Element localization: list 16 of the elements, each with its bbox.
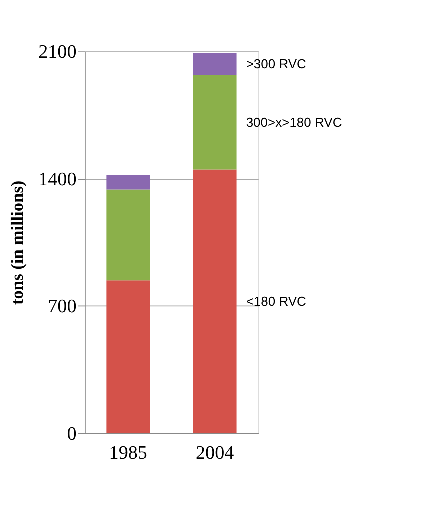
series-label: 300>x>180 RVC [246, 114, 342, 130]
bar [106, 280, 150, 434]
series-label: >300 RVC [246, 56, 306, 72]
y-tick-label: 700 [48, 296, 77, 318]
series-label: <180 RVC [246, 294, 306, 309]
x-tick-label: 1985 [109, 442, 148, 464]
bar [193, 75, 237, 170]
y-tick-label: 0 [67, 424, 77, 445]
bar [193, 170, 237, 434]
x-tick-label: 2004 [196, 442, 235, 464]
y-tick-label: 1400 [38, 169, 77, 190]
bar [106, 175, 150, 190]
bar [106, 190, 150, 281]
bar [193, 53, 237, 76]
y-axis-title: tons (in millions) [8, 180, 27, 305]
y-tick-label: 2100 [38, 42, 77, 64]
